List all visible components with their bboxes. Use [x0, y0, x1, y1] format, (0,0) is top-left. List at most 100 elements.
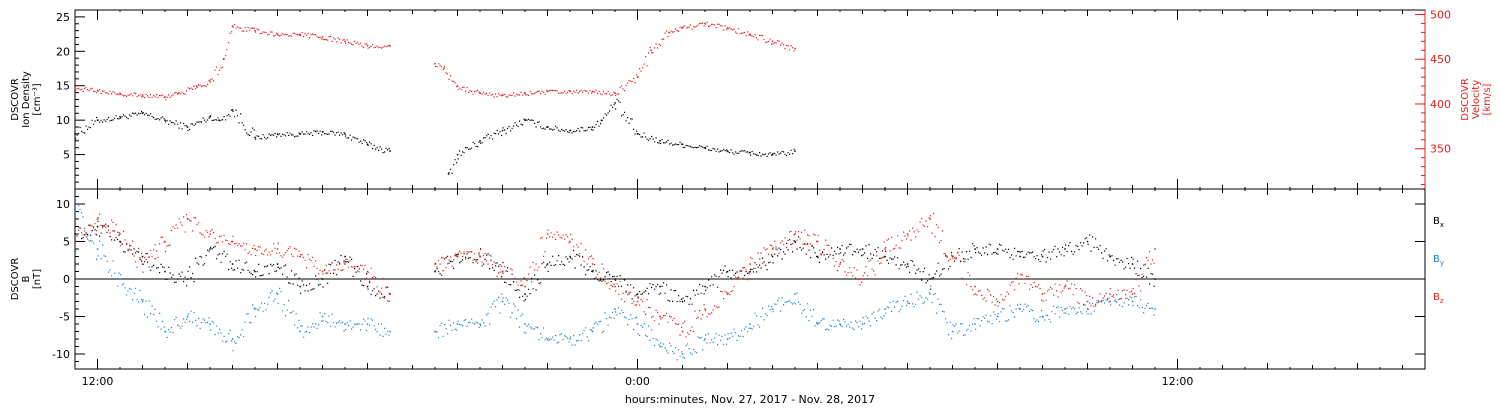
bz-series-point — [546, 233, 549, 235]
ion-density-series-point — [209, 116, 211, 118]
y-axis-label: DSCOVRB[nT] — [10, 258, 43, 301]
bx-series-point — [614, 278, 616, 280]
velocity-series-point — [231, 25, 234, 27]
x-tick-label: 12:00 — [82, 375, 114, 388]
bz-series-point — [1041, 293, 1044, 295]
ion-density-series-point — [794, 150, 796, 152]
bz-series-point — [884, 248, 886, 250]
legend-subscript: x — [1440, 221, 1444, 229]
by-series-point — [1131, 300, 1134, 303]
ion-density-series-point — [231, 109, 234, 111]
velocity-series-point — [222, 58, 225, 60]
by-series-point — [929, 293, 931, 295]
bx-series-point — [704, 285, 706, 288]
ion-density-series-point — [479, 140, 481, 142]
by-series-point — [794, 293, 796, 295]
velocity-series-point — [704, 22, 706, 25]
bz-series-point — [209, 233, 211, 235]
by-series — [75, 205, 1155, 361]
bz-series-point — [344, 263, 346, 265]
ion-density-series-point — [96, 119, 99, 121]
by-series-point — [1064, 308, 1066, 310]
bz-series-point — [524, 285, 526, 288]
y-axis-label-line: [km/s] — [1482, 83, 1493, 115]
bx-series-point — [344, 255, 346, 258]
bx-series-point — [276, 263, 279, 265]
bx-series-point — [231, 263, 234, 265]
by-series-point — [704, 338, 706, 340]
y-tick-label: 5 — [63, 236, 70, 249]
y-tick-label: -10 — [52, 348, 70, 361]
velocity-series-point — [434, 63, 436, 65]
bx-series — [75, 220, 1155, 305]
ion-density-series-point — [218, 119, 220, 121]
bx-series-point — [321, 278, 324, 280]
legend-label: B — [1433, 292, 1440, 303]
bx-series-point — [366, 285, 369, 288]
velocity-series-point — [443, 67, 445, 69]
velocity-series-point — [276, 33, 279, 35]
bx-series-point — [1109, 255, 1111, 258]
y-axis-label-line: Ion Density — [21, 71, 32, 128]
bz-series-point — [231, 240, 234, 243]
velocity-series-point — [546, 90, 549, 93]
y2-tick-label: 400 — [1430, 98, 1451, 111]
bz-series-point — [614, 285, 616, 288]
ion-density-series-point — [600, 119, 603, 121]
bx-series-point — [119, 240, 121, 243]
by-series-point — [771, 308, 774, 310]
ion-density-series-point — [524, 119, 526, 121]
ion-density-series-point — [546, 126, 549, 128]
ion-density-series-point — [389, 150, 391, 152]
bz-series-point — [119, 233, 121, 235]
by-series-point — [186, 315, 189, 318]
by-series-point — [1041, 315, 1044, 318]
legend-bx: Bx — [1433, 216, 1444, 229]
bz-series-point — [659, 315, 661, 318]
velocity-series-point — [569, 90, 571, 93]
velocity-series — [75, 21, 795, 101]
by-series-point — [861, 323, 864, 325]
by-series-point — [816, 323, 819, 325]
y2-tick-label: 450 — [1430, 53, 1451, 66]
bz-series-point — [276, 248, 279, 250]
y-tick-label: -5 — [59, 311, 70, 324]
bx-series-point — [74, 233, 76, 235]
bz-series-point — [1131, 293, 1134, 295]
bz-series-point — [929, 218, 931, 220]
ion-density-series-point — [704, 147, 706, 149]
bz-series-point — [321, 270, 324, 273]
ion-density-series-point — [614, 102, 616, 104]
ion-density-series-point — [456, 153, 459, 156]
by-series-point — [524, 323, 526, 325]
ion-density-series-point — [141, 112, 144, 115]
bz-series-point — [254, 248, 256, 250]
ion-density-series-point — [254, 136, 256, 139]
by-series-point — [884, 308, 886, 310]
legend-bz: Bz — [1433, 292, 1444, 305]
bx-series-point — [164, 270, 166, 273]
velocity-series-point — [195, 85, 198, 87]
by-series-point — [951, 330, 954, 333]
bx-series-point — [816, 255, 819, 258]
bz-series-point — [434, 263, 436, 265]
ion-density-series-point — [591, 126, 594, 128]
bz-series-point — [749, 263, 751, 265]
bz-series-point — [299, 255, 301, 258]
bx-series-point — [254, 270, 256, 273]
bx-series-point — [861, 248, 864, 250]
legend-subscript: z — [1440, 297, 1444, 305]
bx-series-point — [546, 263, 549, 265]
ion-density-series-point — [636, 133, 639, 135]
velocity-series-point — [254, 29, 256, 32]
bz-series-point — [389, 293, 391, 295]
velocity-series-point — [479, 92, 481, 94]
by-series-point — [726, 338, 729, 340]
by-series-point — [839, 323, 841, 325]
y-tick-label: 15 — [56, 80, 70, 93]
by-series-point — [119, 278, 121, 280]
bx-series-point — [681, 300, 684, 303]
ion-density-series-point — [186, 126, 189, 128]
y-axis-label-line: DSCOVR — [10, 258, 21, 301]
